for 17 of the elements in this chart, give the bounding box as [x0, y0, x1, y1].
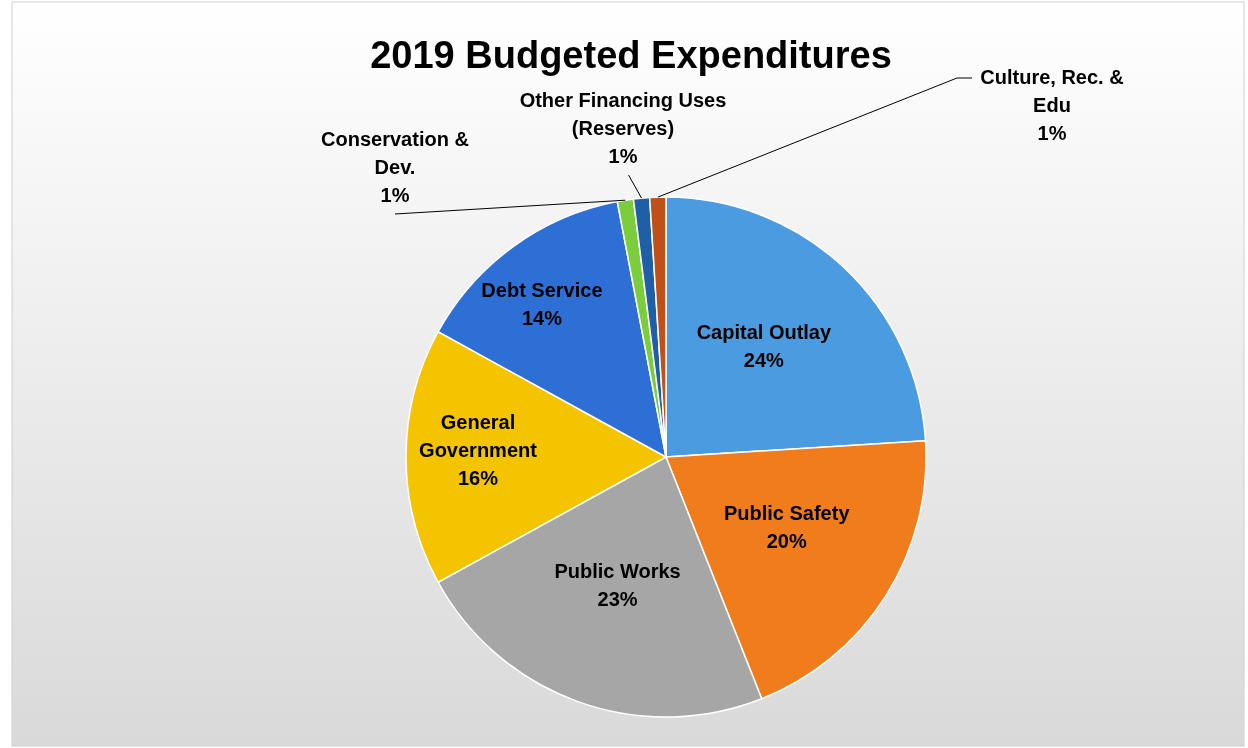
- data-label: 23%: [597, 587, 638, 610]
- data-label: 24%: [743, 348, 785, 371]
- slice-label: Public Works: [554, 559, 681, 582]
- slice-label: Other Financing Uses (Reserves): [519, 89, 727, 139]
- data-label: 20%: [766, 529, 807, 552]
- slice-label: General Government: [419, 411, 538, 461]
- slice-label: Capital Outlay: [696, 320, 832, 343]
- slice-label: Debt Service: [481, 279, 603, 302]
- chart-title: 2019 Budgeted Expenditures: [370, 34, 892, 76]
- data-label: 1%: [608, 145, 638, 167]
- data-label: 16%: [457, 467, 499, 489]
- data-label: 1%: [380, 184, 410, 206]
- slice-label: Culture, Rec. & Edu: [980, 66, 1124, 116]
- data-label: 14%: [521, 307, 563, 330]
- slice-label: Public Safety: [723, 501, 851, 524]
- data-label: 1%: [1037, 122, 1067, 144]
- slice-label: Conservation & Dev.: [321, 128, 469, 178]
